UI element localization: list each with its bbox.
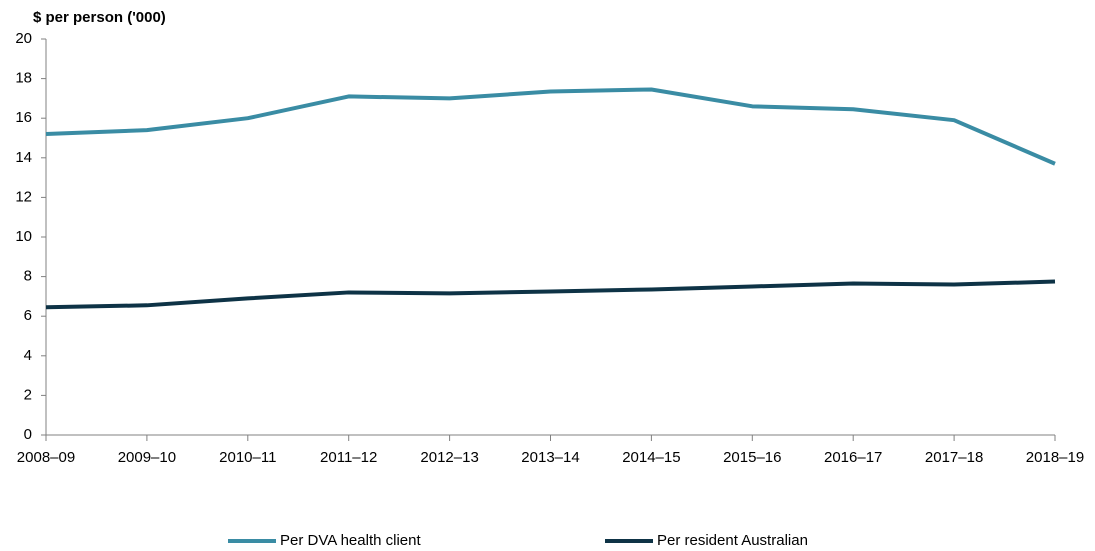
x-tick-label: 2012–13 [420,449,478,466]
y-axis-label: $ per person ('000) [33,9,166,26]
x-tick-label: 2014–15 [622,449,680,466]
series-line [45,87,1056,166]
x-tick-label: 2016–17 [824,449,882,466]
y-tick-label: 8 [24,268,32,285]
x-tick-label: 2011–12 [320,449,377,466]
x-tick-label: 2013–14 [521,449,579,466]
x-tick-label: 2008–09 [17,449,75,466]
y-tick-label: 0 [24,426,32,443]
x-tick-label: 2009–10 [118,449,176,466]
y-tick-label: 2 [24,386,32,403]
y-tick-label: 14 [15,149,32,166]
y-tick-label: 18 [15,70,32,87]
y-tick-label: 20 [15,30,32,47]
x-tick-label: 2017–18 [925,449,983,466]
x-tick-label: 2018–19 [1026,449,1084,466]
y-tick-label: 12 [15,188,32,205]
y-tick-label: 6 [24,307,32,324]
series-line [45,279,1056,310]
legend-label: Per DVA health client [280,532,421,549]
y-tick-label: 4 [24,347,32,364]
y-tick-label: 16 [15,109,32,126]
legend-label: Per resident Australian [657,532,808,549]
x-tick-label: 2010–11 [219,449,276,466]
x-tick-label: 2015–16 [723,449,781,466]
y-tick-label: 10 [15,228,32,245]
